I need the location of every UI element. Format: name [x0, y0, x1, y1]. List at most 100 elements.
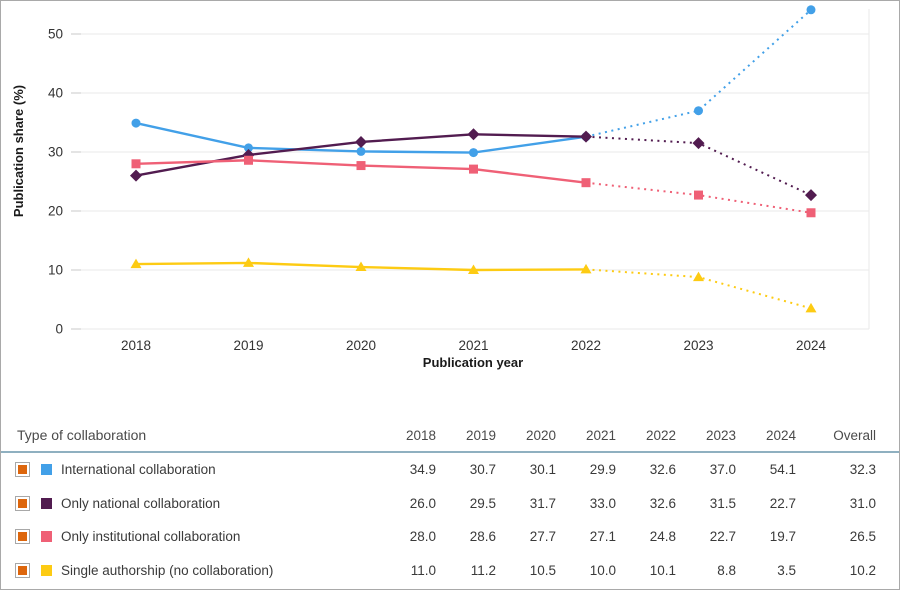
x-tick-label: 2022	[571, 338, 601, 353]
table-value-cell: 37.0	[709, 462, 736, 478]
data-point-marker[interactable]	[244, 155, 253, 165]
table-value-cell: 32.6	[649, 462, 676, 478]
series-color-swatch-icon	[41, 564, 52, 576]
series-checkbox[interactable]	[15, 562, 30, 578]
data-point-marker[interactable]	[805, 302, 817, 313]
table-value-cell: 32.6	[649, 495, 676, 511]
x-tick-label: 2024	[796, 338, 827, 353]
table-value-cell: 11.0	[410, 562, 436, 578]
series-checkbox[interactable]	[15, 495, 30, 511]
publication-share-chart: 0 10 20 30 40 50 2018 2019 2020 2021 2022 2023 2024 P…	[11, 5, 870, 370]
x-tick-label: 2018	[121, 338, 151, 353]
series-label: Only national collaboration	[61, 495, 221, 511]
series-line-dotted	[585, 135, 812, 196]
data-point-marker[interactable]	[356, 161, 366, 171]
series-checkbox[interactable]	[15, 529, 30, 545]
data-point-marker[interactable]	[130, 169, 142, 182]
overall-column-header: Overall	[833, 427, 876, 443]
table-value-cell: 10.5	[529, 562, 556, 578]
data-point-marker[interactable]	[355, 261, 367, 272]
table-value-cell: 29.5	[469, 495, 496, 511]
data-point-marker[interactable]	[244, 143, 253, 153]
y-tick-label: 20	[48, 204, 63, 219]
table-value-cell: 29.9	[589, 462, 616, 478]
data-point-marker[interactable]	[580, 263, 592, 274]
table-value-cell: 3.5	[777, 562, 796, 578]
series-line-dotted	[585, 9, 812, 138]
checkbox-fill-icon	[18, 532, 27, 542]
y-tick-label: 10	[48, 263, 63, 278]
series-only-institutional-collaboration	[131, 155, 816, 218]
data-point-marker[interactable]	[581, 178, 591, 188]
data-point-marker[interactable]	[805, 189, 817, 202]
table-value-cell: 31.5	[709, 495, 736, 511]
data-point-marker[interactable]	[469, 148, 478, 158]
y-tick-label: 0	[55, 322, 63, 337]
line-chart: 0 10 20 30 40 50 2018 2019 2020 2021 2022 2023 2024 P…	[1, 1, 899, 419]
data-point-marker[interactable]	[693, 271, 704, 282]
year-column-header: 2020	[525, 427, 556, 443]
table-value-cell: 10.2	[849, 562, 876, 578]
data-point-marker[interactable]	[130, 258, 142, 269]
table-row: Only institutional collaboration 28.0 28.6…	[1, 520, 899, 554]
y-axis-label: Publication share (%)	[11, 85, 26, 217]
table-body: International collaboration 34.9 30.7 30.1 2…	[1, 453, 899, 587]
data-point-marker[interactable]	[694, 190, 703, 200]
table-value-cell: 22.7	[769, 495, 796, 511]
x-tick-label: 2023	[683, 338, 713, 353]
table-value-cell: 26.5	[849, 529, 876, 545]
table-row: Only national collaboration 26.0 29.5 31.7 3…	[1, 487, 899, 521]
checkbox-fill-icon	[18, 465, 27, 475]
table-header-separator	[1, 451, 899, 453]
table-value-cell: 10.1	[649, 562, 676, 578]
series-color-swatch-icon	[41, 464, 52, 476]
data-point-marker[interactable]	[692, 137, 705, 150]
y-tick-label: 50	[48, 27, 63, 42]
data-point-marker[interactable]	[131, 159, 141, 169]
series-single-authorship-no-collaboration	[130, 257, 817, 313]
table-value-cell: 27.7	[529, 529, 556, 545]
collaboration-table: Type of collaboration 2018 2019 2020 2021 20…	[1, 419, 899, 587]
year-column-header: 2021	[585, 427, 616, 443]
y-tick-label: 40	[48, 86, 63, 101]
data-point-marker[interactable]	[468, 264, 479, 275]
data-point-marker[interactable]	[356, 146, 366, 156]
year-column-header: 2019	[465, 427, 496, 443]
series-checkbox[interactable]	[15, 462, 30, 478]
data-point-marker[interactable]	[243, 257, 254, 267]
table-value-cell: 19.7	[769, 529, 796, 545]
table-value-cell: 31.0	[849, 495, 876, 511]
data-point-marker[interactable]	[469, 164, 478, 174]
table-value-cell: 31.7	[529, 495, 556, 511]
data-point-marker[interactable]	[806, 5, 816, 15]
x-tick-label: 2020	[346, 338, 376, 353]
table-value-cell: 28.6	[469, 529, 496, 545]
table-value-cell: 26.0	[409, 495, 436, 511]
table-value-cell: 27.1	[589, 529, 616, 545]
data-point-marker[interactable]	[467, 128, 480, 141]
data-point-marker[interactable]	[131, 118, 141, 128]
table-value-cell: 8.8	[717, 562, 736, 578]
series-line-dotted	[585, 181, 812, 214]
table-value-cell: 22.7	[709, 529, 736, 545]
year-column-header: 2024	[765, 427, 796, 443]
data-point-marker[interactable]	[355, 135, 367, 148]
table-row: International collaboration 34.9 30.7 30.1 2…	[1, 453, 899, 487]
data-point-marker[interactable]	[806, 208, 816, 218]
data-point-marker[interactable]	[580, 130, 592, 143]
table-value-cell: 10.0	[589, 562, 616, 578]
table-value-cell: 24.8	[649, 529, 676, 545]
series-label: Single authorship (no collaboration)	[61, 562, 274, 578]
table-value-cell: 54.1	[769, 462, 796, 478]
data-point-marker[interactable]	[694, 106, 703, 116]
table-value-cell: 30.1	[529, 462, 556, 478]
table-value-cell: 33.0	[589, 495, 616, 511]
series-label: Only institutional collaboration	[61, 529, 241, 545]
year-column-header: 2018	[405, 427, 436, 443]
table-row: Single authorship (no collaboration) 11.0…	[1, 554, 899, 588]
x-axis-label: Publication year	[423, 355, 523, 370]
table-value-cell: 30.7	[469, 462, 496, 478]
checkbox-fill-icon	[18, 565, 27, 575]
x-tick-label: 2019	[233, 338, 263, 353]
